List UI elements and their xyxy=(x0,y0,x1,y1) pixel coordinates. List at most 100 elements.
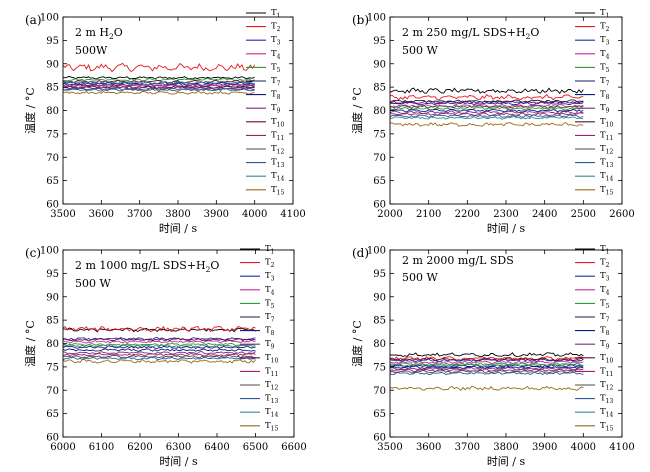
y-tick-label: 90 xyxy=(46,292,59,303)
x-tick-label: 6600 xyxy=(281,442,306,453)
legend-subscript: 14 xyxy=(271,412,279,419)
series-line xyxy=(62,358,256,364)
series-line xyxy=(390,360,584,364)
legend-symbol: T xyxy=(271,22,277,32)
legend-subscript: 15 xyxy=(606,425,614,432)
annotation-part: 2 m H xyxy=(75,26,109,39)
annotation-power: 500 W xyxy=(75,277,111,290)
legend-symbol: T xyxy=(271,130,277,140)
series-line xyxy=(62,77,255,82)
legend-entry: T4 xyxy=(271,49,281,61)
legend-symbol: T xyxy=(265,421,271,431)
annotation-text: 2 m H2O xyxy=(75,26,123,41)
legend-entry: T2 xyxy=(600,22,610,33)
legend-subscript: 8 xyxy=(277,94,281,101)
x-tick-label: 4000 xyxy=(242,209,267,220)
series-line xyxy=(389,365,584,370)
y-axis-label: 温度 / °C xyxy=(23,87,37,134)
legend-entry: T9 xyxy=(600,339,610,351)
y-tick-label: 80 xyxy=(373,339,386,350)
legend-entry: T14 xyxy=(265,407,278,419)
annotation-power: 500 W xyxy=(402,44,438,57)
legend-entry: T9 xyxy=(271,103,281,115)
series-line xyxy=(389,101,584,106)
legend-subscript: 7 xyxy=(606,317,610,324)
legend-entry: T14 xyxy=(271,171,284,183)
legend-entry: T4 xyxy=(600,49,610,61)
series-line xyxy=(62,351,256,355)
y-tick-label: 85 xyxy=(46,316,59,327)
annotation-text: 2 m 2000 mg/L SDS xyxy=(402,254,514,267)
legend-symbol: T xyxy=(600,117,606,127)
legend-symbol: T xyxy=(600,312,606,322)
series-line xyxy=(62,345,256,350)
legend-subscript: 9 xyxy=(271,344,275,351)
legend-entry: T1 xyxy=(600,244,610,256)
y-tick-label: 85 xyxy=(46,83,59,94)
legend-subscript: 1 xyxy=(606,249,610,256)
series-line xyxy=(62,348,256,352)
legend-subscript: 11 xyxy=(606,135,614,142)
legend-subscript: 4 xyxy=(277,53,281,60)
legend-subscript: 15 xyxy=(271,425,279,432)
legend-entry: T2 xyxy=(600,258,610,270)
legend-entry: T1 xyxy=(271,8,281,20)
legend-subscript: 13 xyxy=(606,398,614,405)
x-tick-label: 3700 xyxy=(455,442,480,453)
legend-symbol: T xyxy=(600,144,606,154)
legend-entry: T11 xyxy=(271,130,284,142)
series-line xyxy=(62,339,256,344)
legend-subscript: 2 xyxy=(606,262,610,269)
legend-subscript: 7 xyxy=(271,317,275,324)
x-tick-label: 6200 xyxy=(127,442,152,453)
y-tick-label: 100 xyxy=(367,13,386,24)
legend-subscript: 12 xyxy=(277,149,285,156)
y-tick-label: 75 xyxy=(46,129,59,140)
legend-symbol: T xyxy=(600,49,606,59)
annotation-subscript: 2 xyxy=(526,32,531,41)
legend-subscript: 15 xyxy=(277,189,285,196)
annotation-text: 2 m 1000 mg/L SDS+H2O xyxy=(75,259,219,274)
y-tick-label: 65 xyxy=(46,176,59,187)
legend-subscript: 10 xyxy=(277,121,285,128)
x-tick-label: 2000 xyxy=(377,209,402,220)
x-tick-label: 4100 xyxy=(609,442,634,453)
y-tick-label: 75 xyxy=(46,362,59,373)
legend-symbol: T xyxy=(265,394,271,404)
y-tick-label: 80 xyxy=(46,106,59,117)
x-tick-label: 2300 xyxy=(493,209,518,220)
series-line xyxy=(62,352,256,357)
legend-subscript: 2 xyxy=(606,26,610,33)
legend-entry: T3 xyxy=(600,271,610,283)
y-tick-label: 95 xyxy=(373,36,386,47)
x-tick-label: 6400 xyxy=(204,442,229,453)
series-line xyxy=(389,368,584,373)
annotation-part: O xyxy=(530,26,539,39)
series-line xyxy=(389,358,584,363)
legend-symbol: T xyxy=(265,285,271,295)
legend-entry: T12 xyxy=(265,380,278,392)
legend-symbol: T xyxy=(271,49,277,59)
y-tick-label: 60 xyxy=(373,200,386,211)
series-line xyxy=(62,337,256,342)
legend-symbol: T xyxy=(271,144,277,154)
series-line xyxy=(389,116,584,120)
legend-subscript: 11 xyxy=(606,371,614,378)
chart-panel: 3500 3600 3700 3800 3900 4000 4100606570758085… xyxy=(23,8,306,235)
legend-symbol: T xyxy=(271,117,277,127)
legend-subscript: 4 xyxy=(606,53,610,60)
chart-panel: 2000 2100 2200 2300 2400 2500 2600606570758085… xyxy=(350,8,635,235)
legend-subscript: 10 xyxy=(271,357,279,364)
y-tick-label: 75 xyxy=(373,129,386,140)
legend-subscript: 14 xyxy=(606,412,614,419)
legend-symbol: T xyxy=(271,158,277,168)
series-line xyxy=(389,357,584,362)
x-tick-label: 3500 xyxy=(50,209,75,220)
series-line xyxy=(389,94,584,101)
legend-entry: T13 xyxy=(271,158,284,170)
legend-entry: T9 xyxy=(600,103,610,115)
legend-subscript: 1 xyxy=(271,249,275,256)
y-axis-label: 温度 / °C xyxy=(350,320,364,367)
series-line xyxy=(389,110,584,115)
legend-entry: T12 xyxy=(600,144,613,156)
